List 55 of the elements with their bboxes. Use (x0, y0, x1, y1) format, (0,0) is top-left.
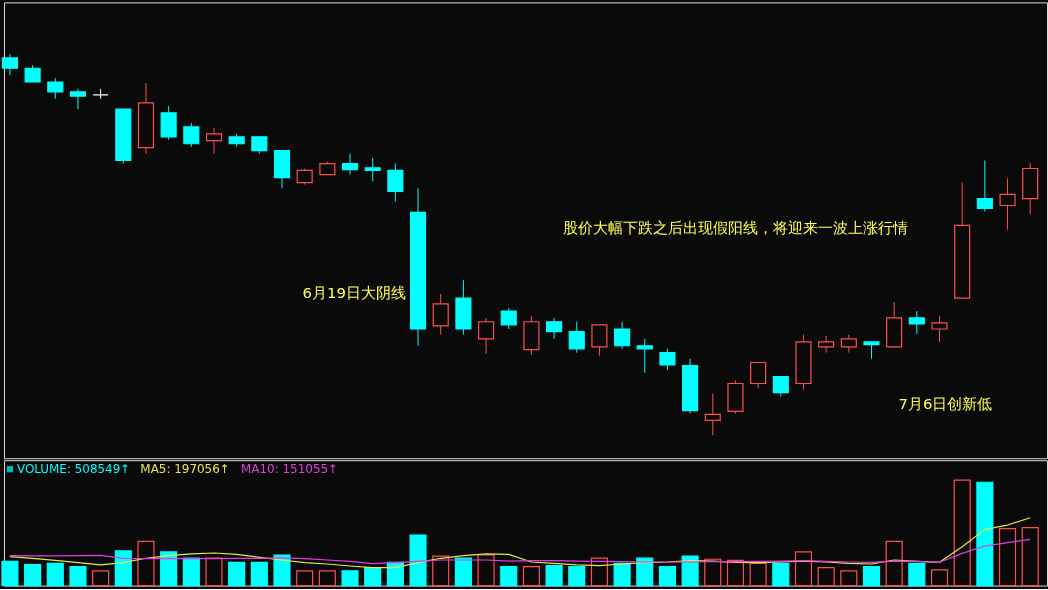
candlestick (568, 321, 585, 354)
bar (250, 561, 268, 587)
bar (182, 557, 200, 587)
candlestick (636, 338, 653, 374)
candlestick (772, 376, 789, 397)
candlestick (69, 88, 87, 110)
bar (500, 566, 518, 587)
candlestick (976, 160, 993, 213)
legend-label: VOLUME: 508549↑ (16, 462, 131, 477)
bar (862, 566, 881, 587)
bar (273, 554, 291, 587)
candlestick (750, 361, 767, 389)
candlestick (387, 163, 404, 202)
bar (613, 562, 631, 587)
bar (114, 550, 132, 587)
text: MA10: 151055↑ (241, 462, 339, 477)
candlestick (999, 177, 1016, 230)
bar (976, 481, 994, 587)
bar (160, 551, 178, 587)
bar (454, 557, 472, 587)
annotation: 6月19日大阴线 (302, 283, 407, 302)
candlestick (931, 315, 948, 343)
candlestick (546, 317, 563, 340)
candlestick (1, 53, 19, 76)
annotation: 7月6日创新低 (898, 395, 993, 414)
bar (69, 566, 87, 587)
text: MA5: 197056↑ (140, 462, 230, 477)
bar (1, 560, 19, 587)
bar (409, 534, 427, 587)
candlestick (47, 77, 64, 100)
candlestick (500, 307, 517, 330)
candlestick (183, 122, 200, 148)
candlestick (908, 310, 925, 335)
bar (545, 564, 563, 587)
annotation: 股价大幅下跌之后出现假阳线，将迎来一波上涨行情 (562, 219, 908, 238)
bar (46, 562, 64, 587)
bar (228, 561, 246, 587)
bar (24, 563, 42, 587)
candlestick (591, 324, 608, 357)
candlestick (341, 153, 359, 176)
candlestick (704, 392, 721, 436)
candlestick (614, 321, 631, 350)
bar (364, 567, 382, 587)
candlestick (432, 293, 449, 336)
candlestick (659, 348, 676, 371)
bar (568, 566, 586, 587)
candlestick (478, 317, 495, 355)
bar (908, 562, 926, 587)
bar (772, 562, 790, 587)
bar (658, 566, 676, 587)
bar (341, 570, 359, 587)
bar (681, 555, 699, 587)
candlestick (818, 335, 835, 354)
candlestick (364, 157, 381, 182)
candlestick (205, 127, 223, 155)
